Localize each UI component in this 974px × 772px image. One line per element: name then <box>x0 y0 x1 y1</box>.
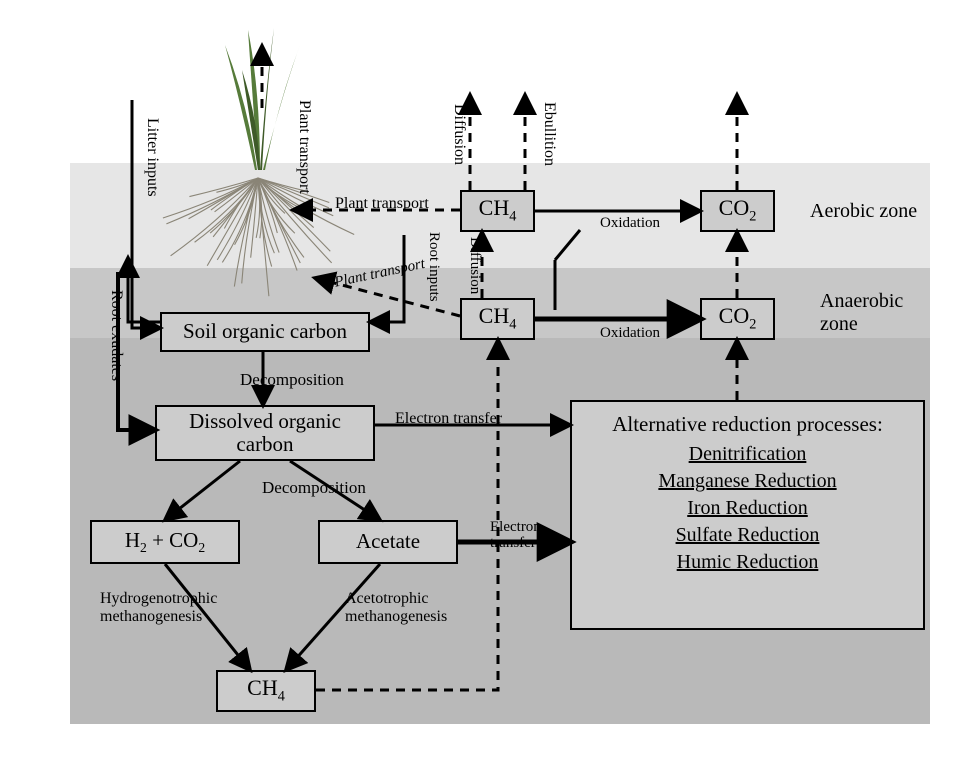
node-co2_aerobic: CO2 <box>700 190 775 232</box>
edge-label-diffusion_top: Diffusion <box>450 104 468 165</box>
edge-label-electron_transfer1: Electron transfer <box>395 410 502 428</box>
aerobic-zone-label: Aerobic zone <box>810 200 917 223</box>
alt-box-item: Sulfate Reduction <box>586 524 909 547</box>
edge-label-decomposition1: Decomposition <box>240 370 344 390</box>
alt-box-title: Alternative reduction processes: <box>586 412 909 437</box>
edge-label-oxidation_top: Oxidation <box>600 215 660 232</box>
alt-box-item: Denitrification <box>586 443 909 466</box>
anaerobic-zone-label: Anaerobiczone <box>820 290 930 336</box>
edge-label-decomposition2: Decomposition <box>262 478 366 498</box>
edge-label-oxidation_mid: Oxidation <box>600 325 660 342</box>
edge-label-aceto_meth: Acetotrophicmethanogenesis <box>345 590 447 626</box>
edge-label-litter_inputs: Litter inputs <box>143 118 161 197</box>
edge-label-plant_transport_h1: Plant transport <box>335 195 429 213</box>
node-ch4_anaerobic: CH4 <box>460 298 535 340</box>
alt-box-item: Humic Reduction <box>586 551 909 574</box>
node-acetate: Acetate <box>318 520 458 564</box>
alternative-reduction-box: Alternative reduction processes: Denitrif… <box>570 400 925 630</box>
edge-label-diffusion_mid: Diffusion <box>466 237 483 294</box>
node-doc: Dissolved organiccarbon <box>155 405 375 461</box>
edge-label-electron_transfer2: Electrontransfer <box>490 520 541 552</box>
edge-label-plant_transport_v: Plant transport <box>295 100 313 194</box>
edge-label-hydro_meth: Hydrogenotrophicmethanogenesis <box>100 590 217 626</box>
alt-box-item: Iron Reduction <box>586 497 909 520</box>
edge-label-root_inputs: Root inputs <box>425 232 442 302</box>
node-h2co2: H2 + CO2 <box>90 520 240 564</box>
node-co2_anaerobic: CO2 <box>700 298 775 340</box>
alt-box-item: Manganese Reduction <box>586 470 909 493</box>
edge-label-root_exudates: Root exudates <box>107 290 125 381</box>
edge-label-ebullition: Ebullition <box>540 102 558 166</box>
node-ch4_bottom: CH4 <box>216 670 316 712</box>
node-soc: Soil organic carbon <box>160 312 370 352</box>
node-ch4_aerobic: CH4 <box>460 190 535 232</box>
